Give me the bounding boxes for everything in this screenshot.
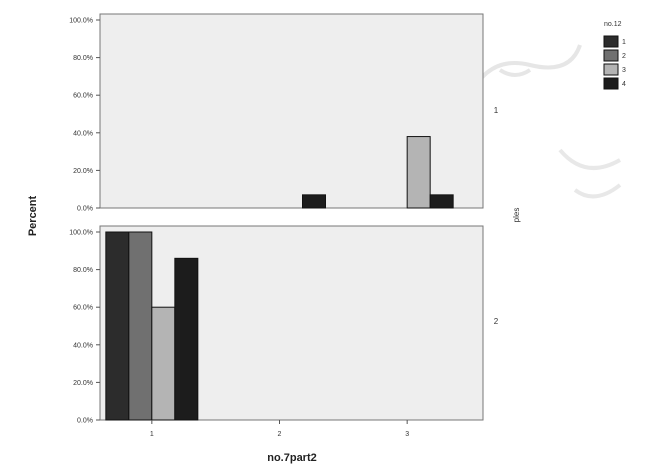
legend-label: 2 <box>622 53 626 60</box>
y-tick-label: 100.0% <box>69 230 93 237</box>
y-ticks: 0.0% 20.0% 40.0% 60.0% 80.0% 100.0% 0.0% 20.0% 4… <box>69 18 100 425</box>
y-tick-label: 80.0% <box>73 55 93 62</box>
legend-label: 3 <box>622 67 626 74</box>
legend: no.12 1 2 3 4 <box>603 21 626 90</box>
legend-label: 1 <box>622 39 626 46</box>
bars <box>105 136 454 421</box>
strip-title: ples <box>512 208 521 223</box>
y-tick-label: 20.0% <box>73 380 93 387</box>
legend-swatch <box>603 63 619 76</box>
bar <box>406 136 431 209</box>
x-tick-label: 2 <box>278 431 282 438</box>
y-tick-label: 0.0% <box>77 206 93 213</box>
panel-label-top: 1 <box>494 106 499 115</box>
legend-swatch <box>603 77 619 90</box>
legend-title: no.12 <box>604 21 622 28</box>
x-tick-label: 1 <box>150 431 154 438</box>
bar <box>302 194 326 209</box>
bar <box>128 231 153 421</box>
legend-swatch <box>603 49 619 62</box>
legend-label: 4 <box>622 81 626 88</box>
x-axis-title: no.7part2 <box>267 452 317 464</box>
y-tick-label: 0.0% <box>77 418 93 425</box>
bar <box>174 257 199 421</box>
legend-swatch <box>603 35 619 48</box>
bar <box>429 194 454 209</box>
y-tick-label: 40.0% <box>73 130 93 137</box>
y-tick-label: 80.0% <box>73 267 93 274</box>
x-ticks: 1 2 3 <box>150 420 409 438</box>
bar <box>105 231 130 421</box>
bar <box>151 306 176 421</box>
y-axis-title: Percent <box>27 195 39 236</box>
y-tick-label: 60.0% <box>73 305 93 312</box>
y-tick-label: 60.0% <box>73 93 93 100</box>
panel-label-bottom: 2 <box>494 317 499 326</box>
y-tick-label: 100.0% <box>69 18 93 25</box>
y-tick-label: 40.0% <box>73 342 93 349</box>
y-tick-label: 20.0% <box>73 168 93 175</box>
x-tick-label: 3 <box>405 431 409 438</box>
